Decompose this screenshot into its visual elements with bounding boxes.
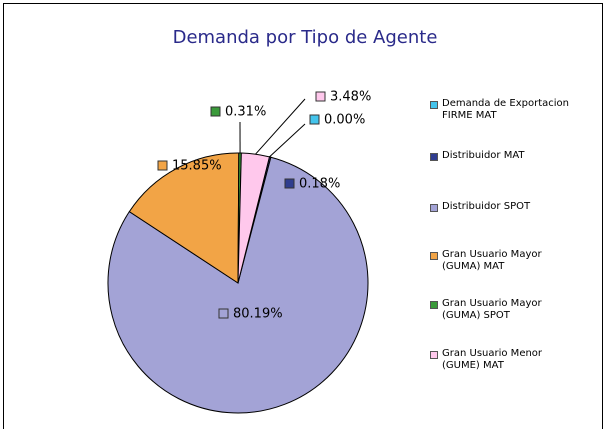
legend-swatch (430, 153, 438, 161)
data-label: 3.48% (330, 90, 371, 105)
label-swatch (210, 106, 221, 117)
legend-item: Distribuidor SPOT (430, 201, 570, 213)
leader-line (269, 123, 306, 158)
data-label: 0.31% (225, 105, 266, 120)
leader-line (255, 98, 306, 155)
legend-swatch (430, 252, 438, 260)
data-label: 0.18% (299, 177, 340, 192)
label-swatch (309, 114, 320, 125)
pie-slice (107, 156, 369, 414)
legend-label: Gran Usuario Mayor (GUMA) MAT (442, 249, 542, 272)
pie-slice (237, 152, 271, 284)
legend-swatch (430, 351, 438, 359)
data-label: 0.00% (324, 113, 365, 128)
legend-swatch (430, 101, 438, 109)
legend-label: Gran Usuario Mayor (GUMA) SPOT (442, 298, 542, 321)
legend-swatch (430, 301, 438, 309)
legend-label: Gran Usuario Menor (GUME) MAT (442, 348, 543, 371)
legend-item: Gran Usuario Mayor (GUMA) SPOT (430, 298, 570, 322)
label-swatch (315, 91, 326, 102)
legend-item: Gran Usuario Mayor (GUMA) MAT (430, 249, 570, 273)
legend-swatch (430, 204, 438, 212)
data-label: 80.19% (233, 307, 283, 322)
label-swatch (218, 308, 229, 319)
chart-title: Demanda por Tipo de Agente (173, 27, 438, 48)
legend-label: Demanda de Exportacion FIRME MAT (442, 98, 569, 121)
legend-item: Distribuidor MAT (430, 150, 570, 162)
legend-label: Distribuidor SPOT (442, 201, 531, 212)
pie-slice (128, 152, 240, 284)
data-label: 15.85% (172, 159, 222, 174)
legend-item: Demanda de Exportacion FIRME MAT (430, 98, 570, 122)
label-swatch (157, 160, 168, 171)
legend-label: Distribuidor MAT (442, 150, 525, 161)
label-swatch (284, 178, 295, 189)
legend-item: Gran Usuario Menor (GUME) MAT (430, 348, 570, 372)
